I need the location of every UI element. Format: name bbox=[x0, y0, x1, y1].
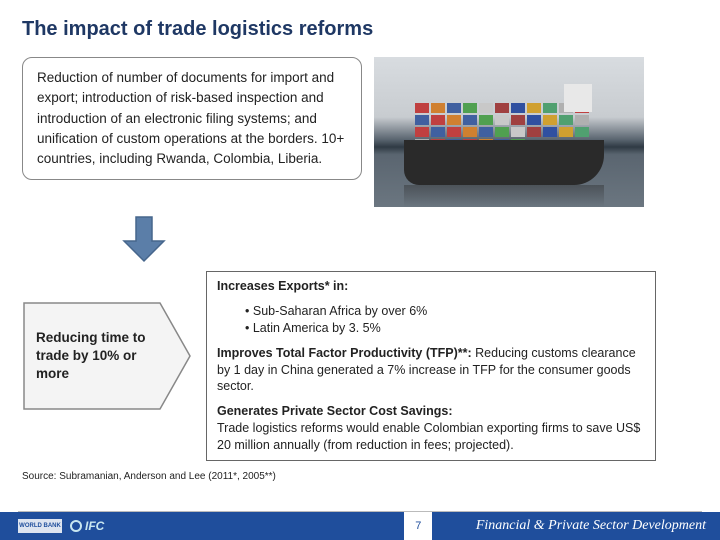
container-block bbox=[431, 103, 445, 113]
container-block bbox=[559, 115, 573, 125]
exports-list: Sub-Saharan Africa by over 6% Latin Amer… bbox=[217, 303, 645, 337]
container-block bbox=[415, 103, 429, 113]
container-block bbox=[543, 115, 557, 125]
container-block bbox=[447, 115, 461, 125]
container-block bbox=[463, 115, 477, 125]
savings-heading: Generates Private Sector Cost Savings: bbox=[217, 404, 453, 418]
exports-block: Increases Exports* in: bbox=[217, 278, 645, 295]
container-block bbox=[495, 103, 509, 113]
container-block bbox=[463, 127, 477, 137]
ifc-label: IFC bbox=[85, 519, 104, 533]
footer-right-text: Financial & Private Sector Development bbox=[476, 518, 720, 534]
ifc-logo: IFC bbox=[70, 519, 104, 533]
container-block bbox=[495, 115, 509, 125]
container-block bbox=[495, 127, 509, 137]
container-block bbox=[543, 127, 557, 137]
savings-block: Generates Private Sector Cost Savings: T… bbox=[217, 403, 645, 454]
list-item: Latin America by 3. 5% bbox=[245, 320, 645, 337]
container-block bbox=[575, 115, 589, 125]
tfp-heading: Improves Total Factor Productivity (TFP)… bbox=[217, 346, 472, 360]
top-row: Reduction of number of documents for imp… bbox=[22, 57, 698, 207]
savings-text: Trade logistics reforms would enable Col… bbox=[217, 421, 640, 452]
container-block bbox=[431, 115, 445, 125]
ifc-circle-icon bbox=[70, 520, 82, 532]
footer-bar: WORLD BANK IFC 7 Financial & Private Sec… bbox=[0, 512, 720, 540]
container-block bbox=[527, 115, 541, 125]
ship-bridge bbox=[564, 84, 592, 112]
container-block bbox=[479, 127, 493, 137]
container-block bbox=[415, 127, 429, 137]
ship-hull bbox=[404, 140, 604, 185]
tfp-block: Improves Total Factor Productivity (TFP)… bbox=[217, 345, 645, 396]
container-block bbox=[511, 103, 525, 113]
chevron-text: Reducing time to trade by 10% or more bbox=[36, 329, 162, 384]
container-block bbox=[527, 103, 541, 113]
ship-image bbox=[374, 57, 644, 207]
container-block bbox=[559, 127, 573, 137]
container-block bbox=[575, 127, 589, 137]
page-title: The impact of trade logistics reforms bbox=[22, 18, 698, 41]
list-item: Sub-Saharan Africa by over 6% bbox=[245, 303, 645, 320]
container-block bbox=[511, 115, 525, 125]
world-bank-logo: WORLD BANK bbox=[18, 519, 62, 533]
intro-text-box: Reduction of number of documents for imp… bbox=[22, 57, 362, 180]
container-block bbox=[511, 127, 525, 137]
container-block bbox=[479, 115, 493, 125]
container-block bbox=[447, 127, 461, 137]
page-number: 7 bbox=[404, 512, 432, 540]
container-block bbox=[543, 103, 557, 113]
container-block bbox=[415, 115, 429, 125]
container-block bbox=[431, 127, 445, 137]
exports-heading: Increases Exports* in: bbox=[217, 279, 348, 293]
results-box: Increases Exports* in: Sub-Saharan Afric… bbox=[206, 271, 656, 461]
container-block bbox=[463, 103, 477, 113]
down-arrow-icon bbox=[122, 215, 698, 263]
container-block bbox=[447, 103, 461, 113]
mid-row: Reducing time to trade by 10% or more In… bbox=[22, 271, 698, 461]
ship-reflection bbox=[404, 185, 604, 207]
container-block bbox=[479, 103, 493, 113]
source-text: Source: Subramanian, Anderson and Lee (2… bbox=[22, 471, 698, 482]
footer-left: WORLD BANK IFC bbox=[0, 519, 104, 533]
chevron-box: Reducing time to trade by 10% or more bbox=[22, 301, 192, 411]
container-block bbox=[527, 127, 541, 137]
